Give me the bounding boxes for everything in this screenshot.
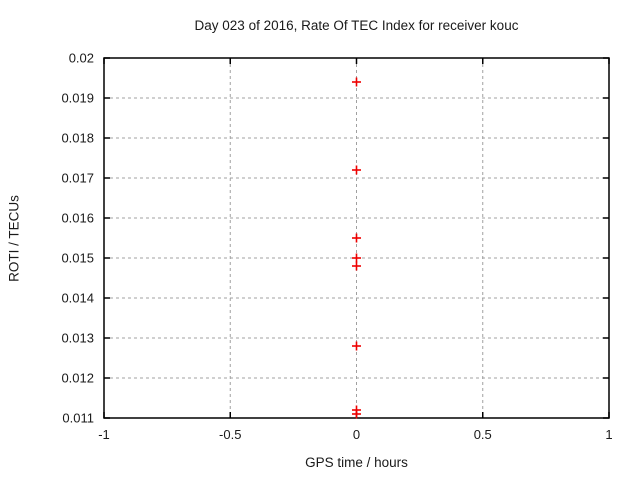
x-axis-label: GPS time / hours <box>305 455 408 470</box>
y-axis-label: ROTI / TECUs <box>6 195 22 282</box>
y-tick-label: 0.016 <box>61 211 94 226</box>
y-tick-label: 0.019 <box>61 91 94 106</box>
y-tick-label: 0.017 <box>61 171 94 186</box>
y-tick-label: 0.012 <box>61 371 94 386</box>
x-tick-label: -1 <box>98 427 110 442</box>
y-tick-label: 0.02 <box>69 51 94 66</box>
y-tick-label: 0.015 <box>61 251 94 266</box>
x-tick-label: 0 <box>353 427 360 442</box>
y-tick-label: 0.013 <box>61 331 94 346</box>
y-tick-label: 0.011 <box>62 411 94 426</box>
y-tick-label: 0.014 <box>61 291 94 306</box>
y-tick-label: 0.018 <box>61 131 94 146</box>
x-tick-label: 1 <box>605 427 612 442</box>
chart-title: Day 023 of 2016, Rate Of TEC Index for r… <box>194 18 519 33</box>
x-tick-label: -0.5 <box>219 427 241 442</box>
x-tick-label: 0.5 <box>474 427 492 442</box>
